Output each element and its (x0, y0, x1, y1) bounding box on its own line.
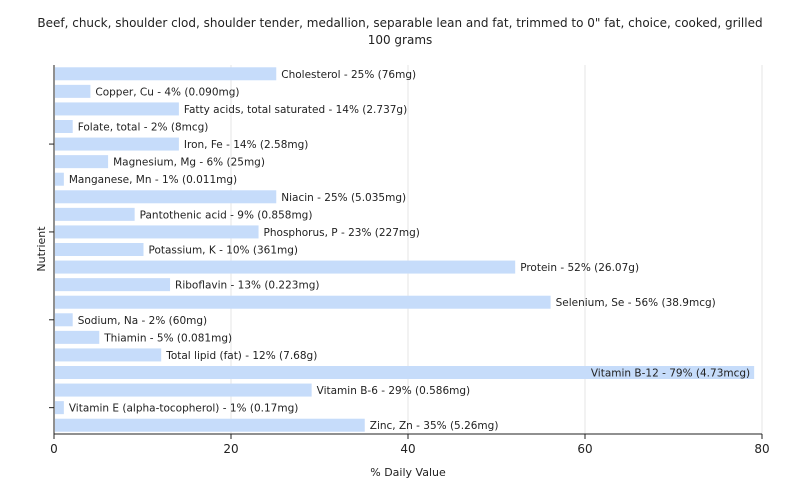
bar-label: Protein - 52% (26.07g) (520, 262, 639, 274)
bar (55, 260, 516, 274)
chart-subtitle: 100 grams (368, 33, 433, 47)
x-tick-labels-group: 0 20 40 60 80 (50, 442, 769, 456)
bar-label: Thiamin - 5% (0.081mg) (103, 332, 232, 344)
bar-label: Zinc, Zn - 35% (5.26mg) (370, 420, 499, 432)
bar (55, 313, 73, 327)
bar-label: Vitamin B-6 - 29% (0.586mg) (317, 385, 471, 397)
bar-label: Copper, Cu - 4% (0.090mg) (95, 86, 239, 98)
x-tick-label: 20 (223, 442, 238, 456)
bar (55, 190, 277, 204)
x-axis-title: % Daily Value (370, 466, 446, 479)
bar (55, 278, 171, 292)
bar (55, 330, 100, 344)
x-tick-label: 80 (754, 442, 769, 456)
y-axis-title: Nutrient (35, 226, 48, 272)
bar (55, 67, 277, 81)
bar (55, 120, 73, 133)
bar-label: Selenium, Se - 56% (38.9mcg) (556, 297, 716, 309)
bar (55, 243, 144, 256)
bar-label: Potassium, K - 10% (361mg) (149, 245, 299, 257)
bar (55, 137, 179, 151)
bar (55, 207, 135, 221)
bar-label: Fatty acids, total saturated - 14% (2.73… (184, 104, 407, 116)
bar-label: Iron, Fe - 14% (2.58mg) (184, 139, 308, 151)
bar (55, 383, 312, 397)
bar-label: Riboflavin - 13% (0.223mg) (175, 280, 319, 292)
bar-label: Total lipid (fat) - 12% (7.68g) (165, 350, 317, 362)
x-tick-label: 60 (577, 442, 592, 456)
axes-group (49, 65, 763, 439)
bar-label: Magnesium, Mg - 6% (25mg) (113, 157, 265, 169)
bar-label: Manganese, Mn - 1% (0.011mg) (69, 174, 237, 186)
bar (55, 295, 551, 309)
bar (55, 401, 64, 415)
x-tick-label: 0 (50, 442, 58, 456)
bar-label: Cholesterol - 25% (76mg) (281, 69, 416, 81)
bar (55, 155, 109, 169)
bar-label: Niacin - 25% (5.035mg) (281, 192, 406, 204)
bar (55, 348, 162, 362)
bar (55, 172, 64, 186)
bar-label: Sodium, Na - 2% (60mg) (78, 315, 207, 327)
chart-title: Beef, chuck, shoulder clod, shoulder ten… (37, 16, 762, 30)
bar-label: Vitamin B-12 - 79% (4.73mcg) (591, 368, 750, 380)
bars-group (55, 67, 755, 432)
bar (55, 366, 755, 379)
bar-labels-group: Cholesterol - 25% (76mg) Copper, Cu - 4% … (69, 69, 750, 432)
bar (55, 84, 91, 98)
bar-label: Phosphorus, P - 23% (227mg) (264, 227, 420, 239)
bar (55, 102, 179, 116)
bar (55, 225, 259, 239)
x-tick-label: 40 (400, 442, 415, 456)
bar (55, 418, 365, 432)
bar-label: Pantothenic acid - 9% (0.858mg) (140, 209, 313, 221)
bar-label: Folate, total - 2% (8mcg) (78, 122, 209, 134)
bar-label: Vitamin E (alpha-tocopherol) - 1% (0.17m… (69, 403, 299, 415)
